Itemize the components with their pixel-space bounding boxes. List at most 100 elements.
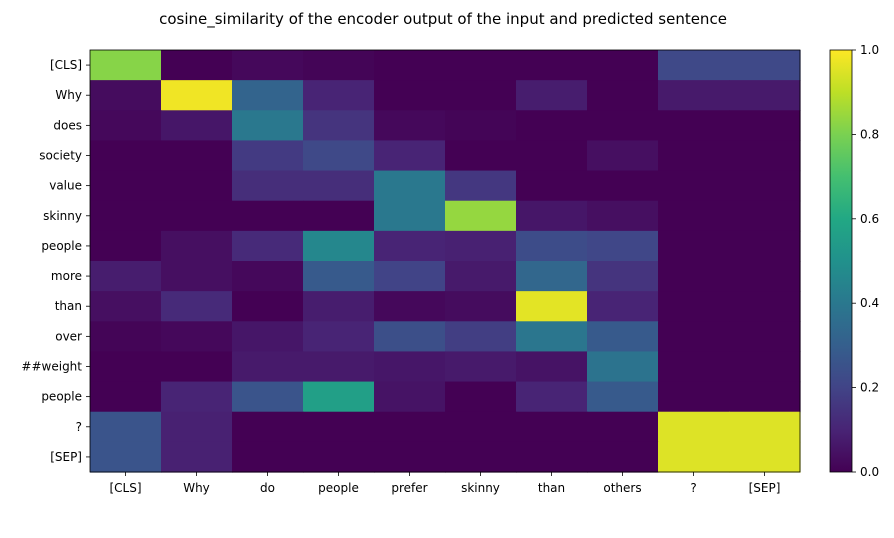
- heatmap-cell: [374, 230, 446, 262]
- heatmap-cell: [445, 140, 517, 172]
- heatmap-cell: [587, 321, 659, 353]
- heatmap-cell: [90, 170, 162, 202]
- heatmap-cell: [90, 110, 162, 142]
- heatmap-cell: [516, 170, 588, 202]
- heatmap-cell: [658, 441, 730, 473]
- heatmap-cell: [729, 291, 801, 322]
- x-tick-label: [CLS]: [109, 481, 141, 495]
- colorbar: [829, 49, 853, 473]
- heatmap-cell: [587, 200, 659, 232]
- heatmap-cell: [658, 80, 730, 111]
- heatmap-cell: [516, 411, 588, 443]
- heatmap-cell: [516, 381, 588, 413]
- heatmap-cell: [729, 230, 801, 262]
- heatmap-cell: [516, 291, 588, 322]
- heatmap-cell: [90, 321, 162, 353]
- y-tick-label: [CLS]: [50, 58, 82, 72]
- heatmap-cell: [587, 170, 659, 202]
- heatmap-cell: [516, 441, 588, 473]
- chart-title: cosine_similarity of the encoder output …: [159, 10, 727, 29]
- colorbar-tick-label: 1.0: [860, 43, 879, 57]
- y-tick-label: Why: [55, 88, 82, 102]
- heatmap-cell: [445, 80, 517, 111]
- heatmap-cell: [303, 411, 375, 443]
- heatmap-cell: [232, 261, 304, 292]
- heatmap-cell: [445, 321, 517, 353]
- heatmap-cell: [374, 261, 446, 292]
- x-tick-label: [SEP]: [749, 481, 781, 495]
- heatmap-cell: [90, 441, 162, 473]
- heatmap-cell: [232, 381, 304, 413]
- y-tick-label: than: [55, 299, 82, 313]
- x-tick-label: skinny: [461, 481, 500, 495]
- x-tick-label: than: [538, 481, 565, 495]
- heatmap-cell: [587, 261, 659, 292]
- heatmap-cell: [729, 261, 801, 292]
- heatmap-cell: [161, 110, 233, 142]
- heatmap-cell: [587, 140, 659, 172]
- heatmap-cell: [161, 351, 233, 383]
- heatmap-cell: [587, 411, 659, 443]
- heatmap-cell: [303, 110, 375, 142]
- heatmap-cell: [161, 411, 233, 443]
- heatmap-cell: [161, 261, 233, 292]
- heatmap-cell: [303, 170, 375, 202]
- heatmap-cell: [374, 50, 446, 81]
- heatmap-cell: [729, 411, 801, 443]
- heatmap-cell: [303, 321, 375, 353]
- heatmap-cell: [90, 291, 162, 322]
- heatmap-cell: [516, 140, 588, 172]
- heatmap-cell: [729, 140, 801, 172]
- y-tick-label: ##weight: [21, 360, 82, 374]
- x-tick-label: prefer: [391, 481, 427, 495]
- heatmap-cell: [729, 50, 801, 81]
- plot-frame: [89, 49, 801, 473]
- heatmap-cell: [587, 441, 659, 473]
- heatmap-cell: [658, 411, 730, 443]
- heatmap-cell: [90, 80, 162, 111]
- heatmap-cell: [516, 80, 588, 111]
- heatmap-cell: [90, 200, 162, 232]
- heatmap-cell: [90, 351, 162, 383]
- y-tick-label: people: [41, 239, 82, 253]
- heatmap-cell: [516, 110, 588, 142]
- heatmap-cell: [161, 321, 233, 353]
- heatmap-cell: [232, 110, 304, 142]
- heatmap-cell: [161, 170, 233, 202]
- heatmap-cell: [161, 140, 233, 172]
- heatmap-cell: [658, 321, 730, 353]
- heatmap-cell: [729, 321, 801, 353]
- heatmap-cell: [90, 230, 162, 262]
- heatmap-cell: [374, 381, 446, 413]
- heatmap-cell: [374, 170, 446, 202]
- heatmap-cell: [445, 351, 517, 383]
- x-axis-ticks: [CLS] Why do people prefer skinny than others? […: [109, 472, 780, 495]
- heatmap-cell: [729, 170, 801, 202]
- heatmap-cell: [658, 261, 730, 292]
- colorbar-tick-label: 0.0: [860, 465, 879, 479]
- heatmap-cell: [658, 50, 730, 81]
- heatmap-cell: [658, 140, 730, 172]
- heatmap-cell: [232, 80, 304, 111]
- heatmap-cell: [232, 291, 304, 322]
- heatmap-cell: [303, 200, 375, 232]
- heatmap-cell: [374, 441, 446, 473]
- heatmap-cell: [232, 321, 304, 353]
- heatmap-cell: [587, 381, 659, 413]
- heatmap-cell: [658, 230, 730, 262]
- heatmap-cell: [303, 381, 375, 413]
- heatmap-cell: [232, 170, 304, 202]
- heatmap-cell: [374, 140, 446, 172]
- x-tick-label: Why: [183, 481, 210, 495]
- heatmap-cell: [303, 80, 375, 111]
- heatmap-cell: [90, 411, 162, 443]
- heatmap-cells: [90, 50, 801, 473]
- colorbar-tick-label: 0.6: [860, 212, 879, 226]
- heatmap-cell: [303, 261, 375, 292]
- heatmap-cell: [232, 200, 304, 232]
- heatmap-cell: [658, 200, 730, 232]
- heatmap-cell: [90, 261, 162, 292]
- heatmap-cell: [90, 381, 162, 413]
- heatmap-cell: [445, 381, 517, 413]
- heatmap-cell: [161, 381, 233, 413]
